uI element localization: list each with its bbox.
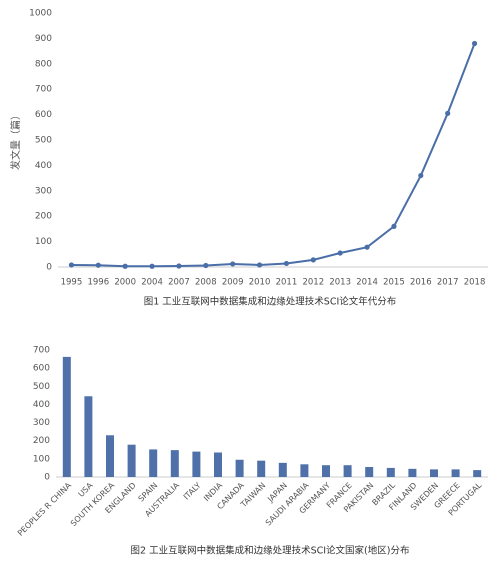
x-tick-label: 2000 bbox=[114, 278, 136, 288]
x-tick-label: 2008 bbox=[195, 278, 217, 288]
bar bbox=[127, 444, 136, 477]
data-line bbox=[71, 43, 476, 268]
bar bbox=[365, 467, 374, 477]
bar bbox=[300, 464, 309, 477]
bar bbox=[192, 451, 201, 477]
x-tick-label: 2014 bbox=[356, 278, 378, 288]
x-tick-label: 2010 bbox=[249, 278, 271, 288]
y-tick-label: 100 bbox=[35, 237, 52, 247]
data-point bbox=[391, 223, 397, 229]
x-tick-label: 1996 bbox=[87, 278, 109, 288]
x-tick-label: 2011 bbox=[276, 278, 298, 288]
bar bbox=[257, 460, 266, 477]
x-tick-label: 2017 bbox=[437, 278, 459, 288]
data-point bbox=[337, 250, 343, 256]
y-tick-label: 0 bbox=[46, 263, 52, 273]
y-tick-label: 500 bbox=[33, 382, 50, 392]
bar bbox=[278, 462, 287, 477]
y-axis-label: 发文量（篇） bbox=[9, 110, 22, 170]
y-tick-label: 700 bbox=[33, 346, 50, 356]
bar bbox=[149, 449, 158, 477]
data-point bbox=[122, 263, 128, 269]
bar bbox=[473, 470, 482, 477]
figure-caption: 图1 工业互联网中数据集成和边缘处理技术SCI论文年代分布 bbox=[144, 296, 397, 308]
data-point bbox=[149, 263, 155, 269]
data-point bbox=[68, 262, 75, 268]
y-tick-label: 300 bbox=[33, 418, 50, 428]
figure-caption: 图2 工业互联网中数据集成和边缘处理技术SCI论文国家(地区)分布 bbox=[131, 545, 410, 557]
bar bbox=[408, 468, 417, 477]
y-tick-label: 200 bbox=[35, 212, 52, 222]
x-tick-label: 2016 bbox=[410, 278, 432, 288]
y-tick-label: 300 bbox=[35, 186, 52, 196]
y-tick-label: 500 bbox=[35, 136, 52, 146]
x-tick-label: 2018 bbox=[464, 278, 486, 288]
bar bbox=[235, 459, 244, 477]
data-point bbox=[445, 110, 451, 116]
bar bbox=[214, 452, 222, 477]
y-tick-label: 600 bbox=[35, 110, 52, 120]
y-tick-label: 400 bbox=[35, 161, 52, 171]
bar bbox=[343, 465, 352, 477]
data-point bbox=[203, 262, 209, 269]
bar bbox=[62, 356, 71, 477]
data-point bbox=[256, 262, 263, 268]
data-point bbox=[364, 244, 370, 250]
data-point bbox=[310, 257, 316, 263]
y-tick-label: 1000 bbox=[29, 9, 52, 19]
data-point bbox=[283, 260, 290, 267]
data-point bbox=[176, 263, 182, 269]
x-tick-label: 2012 bbox=[302, 278, 324, 288]
y-tick-label: 900 bbox=[35, 34, 52, 44]
x-tick-label: 2004 bbox=[141, 278, 163, 288]
data-point bbox=[418, 172, 424, 179]
bar bbox=[106, 435, 114, 477]
x-tick-label: 1995 bbox=[61, 278, 83, 288]
data-point bbox=[95, 262, 101, 268]
y-tick-label: 600 bbox=[33, 364, 50, 374]
bar bbox=[430, 469, 438, 477]
x-tick-label: 2013 bbox=[329, 278, 351, 288]
bar bbox=[322, 465, 330, 477]
y-tick-label: 0 bbox=[44, 473, 50, 483]
data-point bbox=[471, 40, 478, 47]
y-tick-label: 400 bbox=[33, 400, 50, 410]
bar bbox=[451, 469, 460, 477]
bar bbox=[170, 450, 179, 477]
data-point bbox=[230, 261, 236, 267]
x-tick-label: 2009 bbox=[222, 278, 244, 288]
x-tick-label: 2007 bbox=[168, 278, 190, 288]
y-tick-label: 200 bbox=[33, 436, 50, 446]
y-tick-label: 700 bbox=[35, 85, 52, 95]
bar bbox=[84, 396, 93, 477]
x-tick-label: 2015 bbox=[383, 278, 405, 288]
bar bbox=[386, 467, 395, 477]
y-tick-label: 800 bbox=[35, 59, 52, 69]
y-tick-label: 100 bbox=[33, 454, 50, 464]
